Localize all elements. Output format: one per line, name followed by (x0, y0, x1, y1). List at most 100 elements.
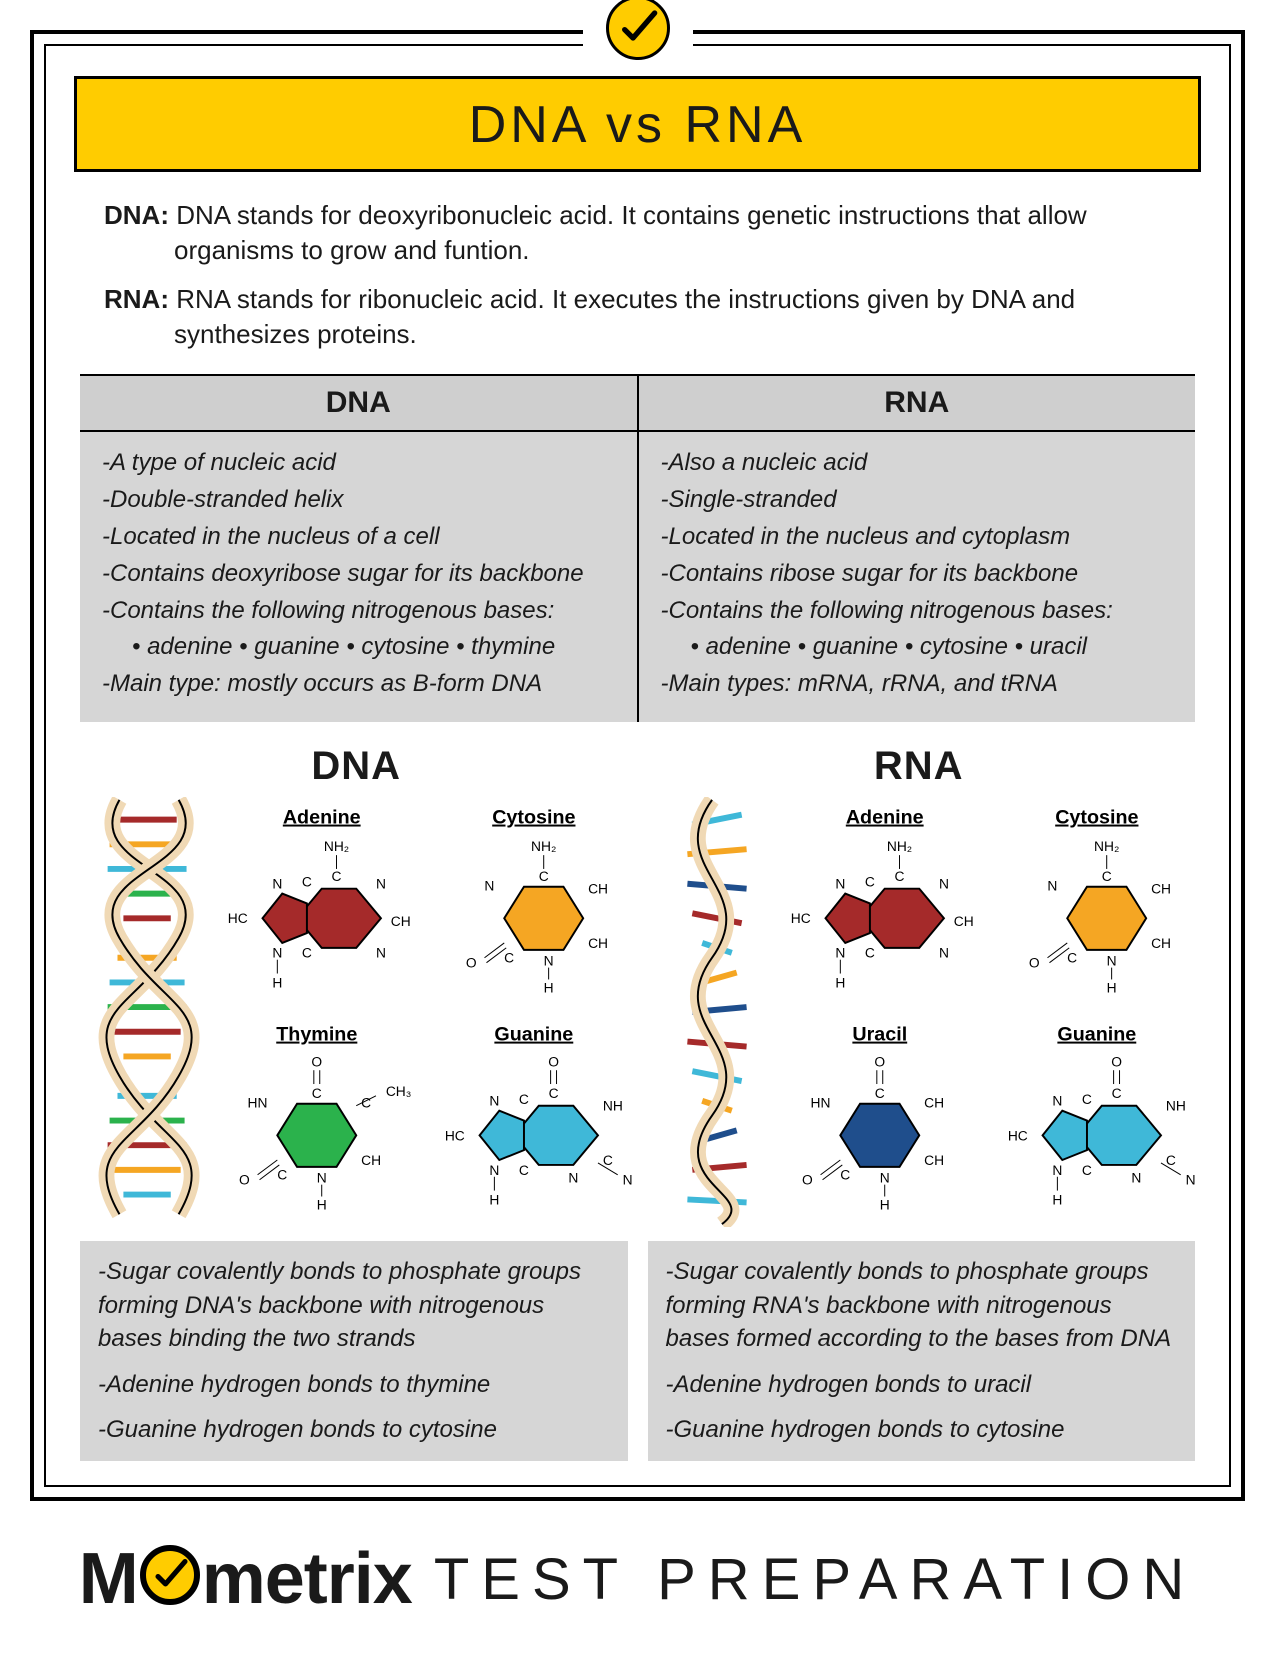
svg-text:CH: CH (588, 881, 608, 897)
svg-text:N: N (568, 1170, 578, 1186)
svg-text:C: C (504, 950, 514, 966)
svg-text:N: N (544, 953, 554, 969)
svg-text:N: N (1106, 953, 1116, 969)
svg-text:C: C (1081, 1091, 1091, 1107)
definition-dna: DNA: DNA stands for deoxyribonucleic aci… (104, 198, 1181, 268)
dna-bullet: -Contains deoxyribose sugar for its back… (102, 557, 619, 592)
cytosine-structure: Cytosine NH₂ C N CH CH C N H O (466, 807, 608, 996)
rna-note: -Guanine hydrogen bonds to cytosine (666, 1413, 1178, 1447)
svg-text:NH₂: NH₂ (1185, 1172, 1195, 1188)
diagram-rna: RNA (643, 744, 1196, 1227)
single-strand-icon (687, 800, 746, 1224)
svg-text:Adenine: Adenine (283, 807, 361, 829)
svg-text:C: C (1067, 950, 1077, 966)
svg-text:C: C (519, 1162, 529, 1178)
adenine-structure: Adenine NH₂ C N CH N C C HC N (228, 807, 411, 991)
svg-text:HN: HN (248, 1095, 268, 1111)
comparison-col-dna: DNA -A type of nucleic acid -Double-stra… (80, 374, 638, 722)
notes-dna: -Sugar covalently bonds to phosphate gro… (80, 1241, 628, 1461)
rna-note: -Adenine hydrogen bonds to uracil (666, 1368, 1178, 1402)
svg-text:CH: CH (391, 913, 411, 929)
svg-text:NH₂: NH₂ (623, 1172, 633, 1188)
rna-bullet: -Contains the following nitrogenous base… (661, 594, 1178, 629)
table-header-rna: RNA (638, 374, 1196, 432)
svg-text:C: C (1111, 1085, 1121, 1101)
svg-text:CH₃: CH₃ (386, 1083, 412, 1099)
svg-text:C: C (840, 1167, 850, 1183)
diagram-dna: DNA (80, 744, 633, 1227)
rna-diagram-svg: Adenine NH₂ C N CH N C C HC N N (643, 797, 1196, 1227)
svg-text:Thymine: Thymine (276, 1024, 357, 1046)
svg-text:C: C (1165, 1152, 1175, 1168)
brand-check-icon (140, 1545, 200, 1605)
svg-text:C: C (549, 1085, 559, 1101)
diagrams: DNA (80, 744, 1195, 1227)
svg-text:CH: CH (953, 913, 973, 929)
dna-term: DNA: (104, 200, 169, 230)
svg-text:CH: CH (1151, 935, 1171, 951)
svg-text:Guanine: Guanine (1057, 1024, 1136, 1046)
double-helix-icon (106, 800, 191, 1214)
brand-tagline: TEST PREPARATION (434, 1546, 1196, 1613)
svg-text:NH₂: NH₂ (1094, 838, 1119, 854)
svg-text:N: N (376, 945, 386, 961)
svg-text:O: O (1111, 1053, 1122, 1069)
svg-text:N: N (489, 1093, 499, 1109)
notes-rna: -Sugar covalently bonds to phosphate gro… (648, 1241, 1196, 1461)
rna-note: -Sugar covalently bonds to phosphate gro… (666, 1255, 1178, 1356)
dna-note: -Sugar covalently bonds to phosphate gro… (98, 1255, 610, 1356)
guanine-structure-rna: Guanine O C C C NH C NH₂ N HC (1007, 1024, 1195, 1208)
svg-text:H: H (879, 1196, 889, 1212)
table-header-dna: DNA (80, 374, 638, 432)
svg-text:C: C (332, 868, 342, 884)
cytosine-structure-rna: Cytosine NH₂ C N CH CH C N H O (1028, 807, 1170, 996)
svg-text:N: N (272, 945, 282, 961)
svg-text:NH₂: NH₂ (886, 838, 911, 854)
definitions: DNA: DNA stands for deoxyribonucleic aci… (74, 198, 1201, 352)
uracil-structure: Uracil O C HN CH CH C N H O (801, 1024, 943, 1213)
svg-text:Guanine: Guanine (494, 1024, 573, 1046)
svg-text:O: O (801, 1172, 812, 1188)
inner-frame: DNA vs RNA DNA: DNA stands for deoxyribo… (44, 44, 1231, 1487)
svg-text:C: C (1081, 1162, 1091, 1178)
svg-text:C: C (894, 868, 904, 884)
rna-bullet: -Single-stranded (661, 483, 1178, 518)
svg-text:C: C (539, 868, 549, 884)
svg-text:C: C (864, 874, 874, 890)
svg-text:H: H (835, 974, 845, 990)
svg-text:N: N (376, 876, 386, 892)
svg-text:C: C (603, 1152, 613, 1168)
brand-post: metrix (202, 1538, 412, 1620)
svg-text:N: N (879, 1170, 889, 1186)
guanine-structure: Guanine O C C C NH C NH₂ N HC (445, 1024, 633, 1208)
svg-text:N: N (1047, 878, 1057, 894)
dna-def-line2: organisms to grow and funtion. (104, 233, 1181, 268)
rna-def-line2: synthesizes proteins. (104, 317, 1181, 352)
svg-text:C: C (277, 1167, 287, 1183)
dna-diagram-svg: Adenine NH₂ C N CH N C C HC N (80, 797, 633, 1227)
svg-text:O: O (548, 1053, 559, 1069)
notes-row: -Sugar covalently bonds to phosphate gro… (80, 1241, 1195, 1461)
table-body-rna: -Also a nucleic acid -Single-stranded -L… (638, 432, 1196, 722)
svg-text:O: O (1028, 955, 1039, 971)
svg-text:C: C (864, 945, 874, 961)
svg-text:C: C (1101, 868, 1111, 884)
dna-bullet-sub: • adenine • guanine • cytosine • thymine (102, 630, 619, 665)
svg-text:H: H (489, 1191, 499, 1207)
svg-text:H: H (317, 1196, 327, 1212)
svg-text:NH₂: NH₂ (324, 838, 349, 854)
brand-pre: M (79, 1538, 138, 1620)
dna-bullet: -Located in the nucleus of a cell (102, 520, 619, 555)
svg-text:HN: HN (810, 1095, 830, 1111)
svg-text:CH: CH (924, 1152, 944, 1168)
dna-note: -Guanine hydrogen bonds to cytosine (98, 1413, 610, 1447)
svg-text:N: N (1131, 1170, 1141, 1186)
footer: M metrix TEST PREPARATION (30, 1538, 1245, 1620)
comparison-col-rna: RNA -Also a nucleic acid -Single-strande… (638, 374, 1196, 722)
svg-text:HC: HC (445, 1127, 465, 1143)
svg-text:Uracil: Uracil (852, 1024, 907, 1046)
table-body-dna: -A type of nucleic acid -Double-stranded… (80, 432, 638, 722)
svg-text:N: N (1052, 1093, 1062, 1109)
thymine-structure: Thymine O C HN C CH₃ CH C N H (239, 1024, 411, 1213)
rna-bullet: -Main types: mRNA, rRNA, and tRNA (661, 667, 1178, 702)
